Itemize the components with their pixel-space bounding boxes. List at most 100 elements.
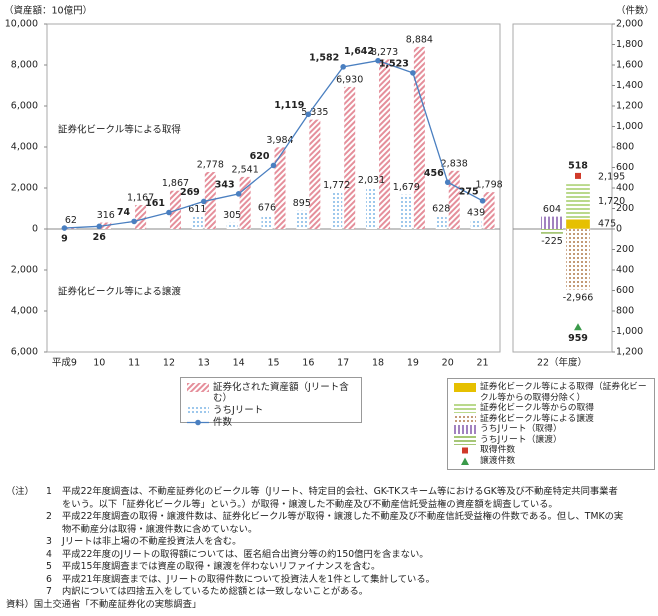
bar [541, 229, 563, 234]
value-label: 9 [61, 234, 68, 245]
value-label: 604 [543, 204, 561, 215]
panel-frame [46, 23, 501, 353]
bar [565, 228, 591, 290]
line-point [201, 198, 207, 205]
legend-bar [187, 383, 209, 392]
y2-tick-label: 800 [616, 142, 634, 153]
value-label: 8,884 [406, 34, 433, 45]
value-label: 1,798 [475, 180, 502, 191]
legend-entry: 証券化ビークル等による譲渡 [454, 414, 648, 425]
value-label: 1,720 [598, 196, 625, 207]
x-tick-label: 11 [128, 358, 140, 369]
note-text: 内訳については四捨五入をしているため総額とは一致しないことがある。 [62, 586, 369, 597]
bar [309, 119, 321, 229]
y2-tick-label: 400 [616, 183, 634, 194]
x-tick-label: 10 [93, 358, 105, 369]
bar [400, 194, 412, 229]
legend-label: 件数 [213, 417, 233, 428]
legend-bar [454, 404, 476, 413]
value-label: 2,778 [197, 160, 224, 171]
bar [261, 215, 273, 229]
legend-swatch [462, 447, 468, 454]
legend-entry: 証券化された資産額（Jリート含む） [187, 382, 355, 404]
bar [274, 147, 286, 229]
bar [565, 183, 591, 220]
legend-label: 譲渡件数 [480, 455, 516, 466]
value-label: 2,031 [358, 175, 385, 186]
legend-entry: うちJリート（譲渡） [454, 435, 648, 446]
value-label: 620 [250, 151, 270, 162]
legend-label: 証券化ビークル等からの取得 [480, 403, 595, 413]
legend-label: うちJリート（譲渡） [480, 434, 562, 445]
legend-label: 証券化ビークル等による取得（証券化ビークル等からの取得分除く） [480, 382, 647, 403]
note-line: をいう。以下「証券化ビークル等」という。）が取得・譲渡した不動産及び不動産信託受… [6, 499, 654, 512]
value-label: 1,772 [323, 180, 350, 191]
line-point [96, 223, 103, 230]
value-label: 1,167 [127, 193, 154, 204]
note-line: 2 平成22年度調査の取得・譲渡件数は、証券化ビークル等が取得・譲渡した不動産及び… [6, 511, 654, 524]
legend-label: うちJリート [213, 405, 264, 416]
legend-entry: うちJリート（取得） [454, 424, 648, 435]
legend-entry: 証券化ビークル等による取得（証券化ビークル等からの取得分除く） [454, 382, 648, 403]
value-label: 6,930 [336, 74, 363, 85]
legend-swatch [187, 383, 209, 392]
bar [226, 222, 238, 229]
note-line: 3 Jリートは非上場の不動産投資法人を含む。 [6, 536, 654, 549]
legend-bar [187, 406, 209, 415]
note-line: 4 平成22年度のJリートの取得額については、匿名組合出資分等の約150億円を含ま… [6, 549, 654, 562]
x-tick-label: 16 [302, 358, 314, 369]
y-tick-label: 4,000 [11, 306, 38, 317]
bar [296, 210, 308, 229]
line-point [235, 191, 242, 197]
value-label: 3,984 [266, 135, 293, 146]
x-tick-label: 15 [267, 358, 279, 369]
value-label: 2,838 [441, 158, 468, 169]
bar [413, 46, 425, 230]
point-marker [574, 323, 582, 331]
legend: 証券化された資産額（Jリート含む） うちJリート 件数 [180, 377, 362, 428]
y-tick-label: 2,000 [11, 183, 38, 194]
value-label: 475 [598, 219, 616, 230]
y2-tick-label: 1,200 [616, 347, 643, 358]
bar [565, 219, 591, 230]
value-label: 895 [293, 198, 311, 209]
value-label: 439 [467, 208, 485, 219]
note-text: 平成21年度調査までは、Jリートの取得件数について投資法人を1件として集計してい… [62, 573, 435, 585]
x-tick-label: 20 [442, 358, 454, 369]
note-head [6, 549, 46, 562]
chart: （資産額：10億円） （件数） 証券化ビークル等による取得 証券化ビークル等によ… [4, 5, 654, 369]
bar [135, 205, 147, 229]
line-point [410, 70, 416, 76]
note-head: （注） [6, 486, 34, 497]
legend-swatch [461, 457, 469, 465]
y2-tick-label: 0 [616, 224, 622, 235]
note-line: 7 内訳については四捨五入をしているため総額とは一致しないことがある。 [6, 586, 654, 599]
note-line: （注） 1 平成22年度調査は、不動産証券化のビークル等（Jリート、特定目的会社、G… [6, 486, 654, 499]
note-text: 平成22年度調査は、不動産証券化のビークル等（Jリート、特定目的会社、GK-TK… [62, 486, 618, 497]
y-tick-label: 10,000 [5, 19, 38, 30]
y2-tick-label: 1,800 [616, 39, 643, 50]
value-label: 74 [117, 207, 131, 218]
x-tick-label: 19 [407, 358, 419, 369]
legend-bar [454, 414, 476, 424]
line-point [166, 209, 172, 216]
legend-swatch [454, 383, 476, 392]
legend-entry: うちJリート [187, 405, 355, 416]
note-number: 6 [46, 573, 52, 585]
total-label: 2,195 [598, 172, 625, 183]
legend-label: うちJリート（取得） [480, 424, 562, 434]
bar [379, 59, 391, 229]
line-point [270, 162, 277, 169]
y2-tick-label: 800 [616, 306, 634, 317]
line-point [375, 57, 381, 64]
y-tick-label: 4,000 [11, 142, 38, 153]
note-number: 4 [46, 548, 52, 560]
legend-entry: 証券化ビークル等からの取得 [454, 403, 648, 414]
y2-axis-unit: （件数） [616, 5, 654, 17]
y2-tick-label: 1,000 [616, 121, 643, 132]
y2-tick-label: 200 [616, 244, 634, 255]
value-label: 1,119 [274, 100, 304, 111]
y2-tick-label: 400 [616, 265, 634, 276]
x-tick-label: 平成9 [52, 357, 77, 369]
y2-tick-label: 2,000 [616, 19, 643, 30]
